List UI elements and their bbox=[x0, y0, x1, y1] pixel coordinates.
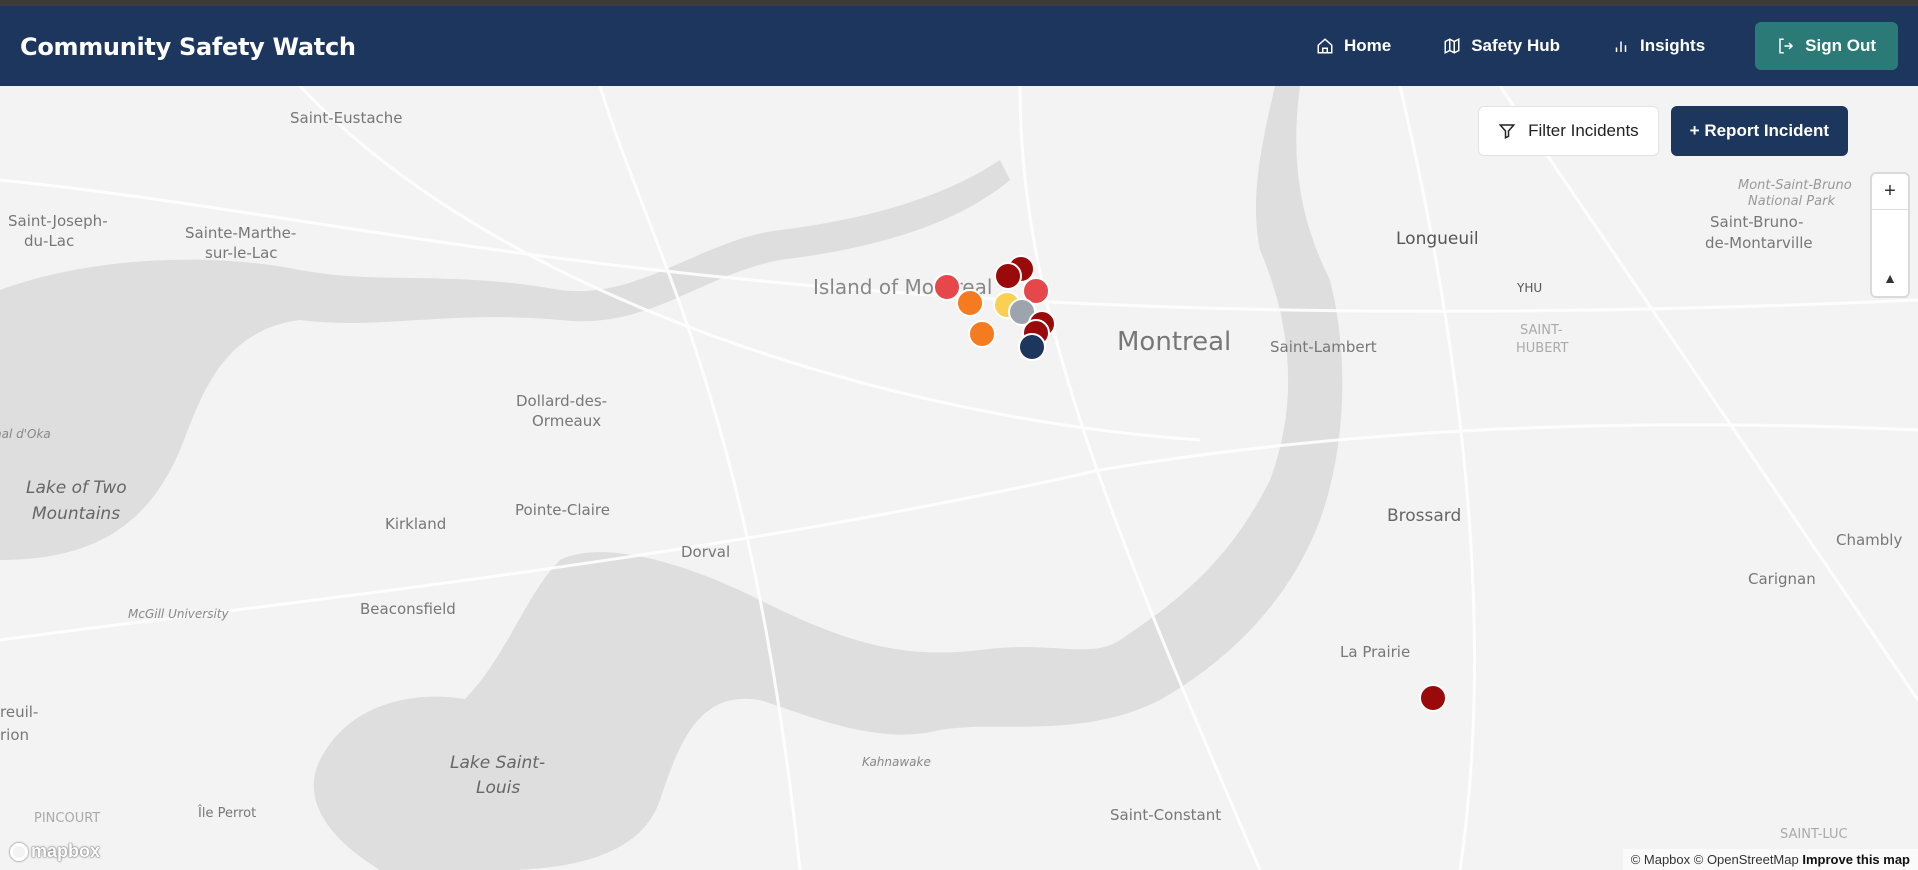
map-label: Mountains bbox=[32, 504, 120, 524]
app-title: Community Safety Watch bbox=[20, 33, 356, 61]
map-label: Île Perrot bbox=[197, 805, 256, 821]
filter-incidents-label: Filter Incidents bbox=[1528, 121, 1639, 140]
nav-home[interactable]: Home bbox=[1294, 24, 1413, 68]
map-label: Brossard bbox=[1387, 506, 1461, 526]
map-label: Saint-Joseph- bbox=[8, 212, 108, 230]
map-label: McGill University bbox=[128, 607, 229, 621]
map-controls: + ▲ bbox=[1872, 174, 1908, 296]
controls-spacer bbox=[1872, 210, 1908, 260]
window-top-strip bbox=[0, 0, 1918, 6]
map-label: Ormeaux bbox=[532, 412, 601, 430]
map-label: La Prairie bbox=[1340, 643, 1410, 661]
map-label: du-Lac bbox=[24, 232, 74, 250]
map-icon bbox=[1444, 38, 1460, 54]
map-label: Montreal bbox=[1117, 327, 1231, 357]
incident-marker[interactable] bbox=[1419, 684, 1447, 712]
mapbox-logo-icon bbox=[10, 842, 28, 861]
map-label: Beaconsfield bbox=[360, 600, 456, 618]
app-header: Community Safety Watch Home Safety Hub I… bbox=[0, 6, 1918, 86]
sign-out-icon bbox=[1779, 38, 1794, 54]
incident-map[interactable]: Saint-Eustache Saint-Joseph- du-Lac Sain… bbox=[0, 86, 1918, 870]
map-label: Saint-Bruno- bbox=[1710, 213, 1804, 231]
report-incident-button[interactable]: + Report Incident bbox=[1670, 106, 1848, 156]
map-basemap: Saint-Eustache Saint-Joseph- du-Lac Sain… bbox=[0, 86, 1918, 870]
map-label: Dorval bbox=[681, 543, 730, 561]
incident-marker[interactable] bbox=[956, 289, 984, 317]
saint-lawrence-river bbox=[363, 86, 1343, 870]
map-label: SAINT-LUC bbox=[1780, 827, 1848, 842]
main-nav: Home Safety Hub Insights Sign Out bbox=[1294, 22, 1898, 70]
nav-insights-label: Insights bbox=[1640, 36, 1706, 55]
sign-out-button[interactable]: Sign Out bbox=[1755, 22, 1898, 70]
nav-safety-hub-label: Safety Hub bbox=[1471, 36, 1560, 55]
map-label: nal d'Oka bbox=[0, 427, 51, 441]
map-label: YHU bbox=[1516, 281, 1542, 295]
map-label: Saint-Eustache bbox=[290, 109, 403, 127]
improve-map-link[interactable]: Improve this map bbox=[1802, 852, 1910, 867]
map-label: Dollard-des- bbox=[516, 392, 607, 410]
nav-insights[interactable]: Insights bbox=[1590, 24, 1727, 68]
lake-saint-louis bbox=[313, 696, 520, 870]
nav-home-label: Home bbox=[1343, 36, 1392, 55]
zoom-in-button[interactable]: + bbox=[1872, 174, 1908, 210]
attribution-text[interactable]: © Mapbox © OpenStreetMap bbox=[1630, 852, 1799, 867]
sign-out-label: Sign Out bbox=[1805, 36, 1876, 55]
map-label: sur-le-Lac bbox=[205, 244, 278, 262]
compass-button[interactable]: ▲ bbox=[1883, 270, 1897, 286]
map-label: Carignan bbox=[1748, 570, 1816, 588]
map-label: reuil- bbox=[0, 703, 38, 721]
map-label: de-Montarville bbox=[1705, 234, 1813, 252]
nav-safety-hub[interactable]: Safety Hub bbox=[1421, 24, 1582, 68]
map-label: Pointe-Claire bbox=[515, 501, 610, 519]
map-label: Saint-Lambert bbox=[1270, 338, 1377, 356]
map-label: SAINT- bbox=[1520, 323, 1563, 338]
home-icon bbox=[1317, 38, 1333, 54]
mapbox-logo: mapbox bbox=[10, 841, 100, 862]
incident-marker[interactable] bbox=[968, 320, 996, 348]
map-label: Mont-Saint-Bruno bbox=[1738, 178, 1852, 193]
map-label: Chambly bbox=[1836, 531, 1902, 549]
map-label: Louis bbox=[476, 778, 520, 798]
map-actions: Filter Incidents + Report Incident bbox=[1478, 106, 1848, 156]
map-label: Lake Saint- bbox=[450, 753, 545, 773]
incident-marker[interactable] bbox=[994, 262, 1022, 290]
bar-chart-icon bbox=[1615, 41, 1627, 52]
filter-incidents-button[interactable]: Filter Incidents bbox=[1478, 106, 1659, 156]
lake-of-two-mountains bbox=[0, 160, 1010, 560]
map-attribution: © Mapbox © OpenStreetMap Improve this ma… bbox=[1622, 849, 1918, 870]
mapbox-logo-text: mapbox bbox=[31, 841, 101, 861]
map-label: PINCOURT bbox=[34, 811, 100, 826]
map-label: rion bbox=[0, 726, 29, 744]
map-label: Sainte-Marthe- bbox=[185, 224, 296, 242]
map-label: Saint-Constant bbox=[1110, 806, 1221, 824]
filter-icon bbox=[1498, 124, 1516, 139]
map-label: Kahnawake bbox=[862, 755, 931, 769]
map-label: Kirkland bbox=[385, 515, 446, 533]
map-label: Longueuil bbox=[1396, 229, 1479, 249]
map-label: HUBERT bbox=[1516, 341, 1569, 356]
map-label: National Park bbox=[1748, 194, 1835, 209]
incident-marker[interactable] bbox=[1018, 333, 1046, 361]
map-label: Lake of Two bbox=[26, 478, 127, 498]
